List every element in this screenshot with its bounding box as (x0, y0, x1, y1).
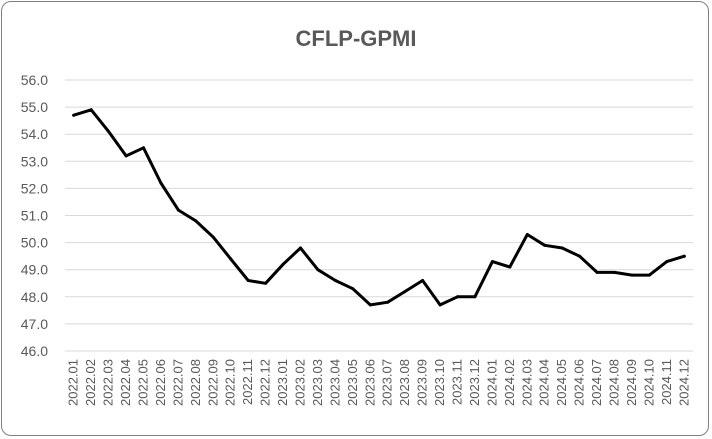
data-point (72, 113, 76, 117)
y-tick-label: 55.0 (21, 99, 48, 115)
data-point (211, 235, 215, 239)
data-point (124, 154, 128, 158)
data-point (107, 130, 111, 133)
y-tick-label: 52.0 (21, 180, 48, 196)
y-tick-label: 51.0 (21, 208, 48, 224)
data-point (194, 219, 198, 223)
x-tick-label: 2022.05 (136, 359, 151, 406)
data-point (229, 257, 233, 261)
data-point (665, 260, 669, 264)
y-tick-label: 46.0 (21, 343, 48, 359)
y-tick-label: 54.0 (21, 126, 48, 142)
data-point (403, 289, 407, 293)
x-tick-label: 2024.04 (537, 359, 552, 406)
x-tick-label: 2023.03 (310, 359, 325, 406)
chart-title: CFLP-GPMI (296, 26, 417, 51)
data-point (281, 262, 285, 266)
x-tick-label: 2023.12 (467, 359, 482, 406)
x-tick-label: 2023.10 (432, 359, 447, 406)
data-point (299, 246, 302, 250)
data-point (595, 270, 599, 274)
data-point (264, 281, 268, 285)
data-point (613, 270, 616, 274)
x-tick-label: 2024.12 (676, 359, 691, 406)
x-tick-label: 2023.05 (345, 359, 360, 406)
x-tick-label: 2023.11 (450, 359, 465, 405)
x-tick-label: 2023.08 (397, 359, 412, 406)
y-tick-label: 48.0 (21, 289, 48, 305)
x-tick-label: 2023.01 (275, 359, 290, 406)
data-point (525, 233, 529, 236)
data-point (508, 265, 512, 269)
x-tick-label: 2022.07 (170, 359, 185, 406)
x-tick-label: 2024.05 (554, 359, 569, 406)
x-axis-ticks: 2022.01 2022.02 2022.03 2022.04 2022.05 2022.… (66, 359, 692, 406)
x-tick-label: 2022.09 (205, 359, 220, 406)
data-point (647, 273, 651, 277)
y-axis-ticks: 46.0 47.0 48.0 49.0 50.0 51.0 52.0 53.0 54.0 55.0… (21, 72, 48, 359)
data-point (473, 295, 477, 299)
y-tick-label: 53.0 (21, 153, 48, 169)
x-tick-label: 2024.07 (589, 359, 604, 406)
data-point (89, 108, 93, 112)
x-tick-label: 2024.03 (519, 359, 534, 406)
y-tick-label: 49.0 (21, 262, 48, 278)
data-point (351, 287, 355, 291)
x-tick-label: 2024.06 (572, 359, 587, 406)
x-tick-label: 2024.02 (502, 359, 517, 406)
x-tick-label: 2024.08 (607, 359, 622, 406)
data-point (578, 254, 582, 258)
data-point (246, 279, 250, 282)
x-tick-label: 2024.11 (659, 359, 674, 405)
x-tick-label: 2022.10 (223, 359, 238, 406)
data-point (316, 268, 320, 272)
data-point (368, 303, 372, 307)
data-point (490, 260, 494, 264)
data-point (421, 279, 425, 282)
y-tick-label: 50.0 (21, 235, 48, 251)
data-point (159, 181, 163, 185)
x-tick-label: 2022.04 (118, 359, 133, 406)
gridlines (65, 79, 693, 352)
x-tick-label: 2024.10 (641, 359, 656, 406)
data-point (682, 254, 686, 258)
data-point (438, 303, 442, 307)
x-tick-label: 2022.01 (66, 359, 81, 406)
series-line (72, 108, 686, 307)
data-point (560, 246, 564, 250)
data-point (630, 273, 634, 277)
x-tick-label: 2022.12 (258, 359, 273, 406)
series-layer (72, 108, 686, 307)
x-tick-label: 2024.01 (484, 359, 499, 406)
y-tick-label: 56.0 (21, 72, 48, 88)
x-tick-label: 2023.06 (362, 359, 377, 406)
data-point (456, 295, 459, 299)
x-tick-label: 2023.07 (380, 359, 395, 406)
data-point (386, 300, 390, 304)
x-tick-label: 2024.09 (624, 359, 639, 406)
y-tick-label: 47.0 (21, 316, 48, 332)
data-point (333, 279, 337, 282)
x-tick-label: 2023.04 (327, 359, 342, 406)
x-tick-label: 2022.08 (188, 359, 203, 406)
x-tick-label: 2022.06 (153, 359, 168, 406)
data-point (543, 243, 547, 247)
x-tick-label: 2023.09 (415, 359, 430, 406)
x-tick-label: 2022.11 (240, 359, 255, 405)
x-tick-label: 2023.02 (293, 359, 308, 406)
x-tick-label: 2022.03 (101, 359, 116, 406)
x-tick-label: 2022.02 (83, 359, 98, 406)
data-point (142, 146, 145, 150)
data-point (176, 208, 180, 212)
